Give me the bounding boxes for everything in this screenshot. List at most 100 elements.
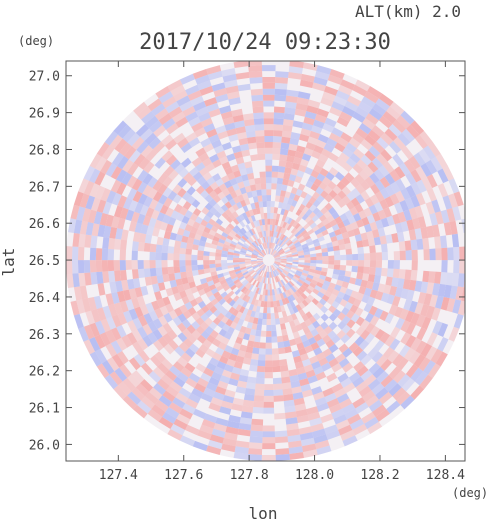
radar-cell [269,265,272,272]
radar-cell [158,113,173,126]
radar-cell [221,350,231,359]
radar-cell [244,314,251,322]
radar-cell [250,328,257,336]
radar-cell [247,340,255,348]
radar-cell [260,330,267,337]
radar-cell [420,281,429,294]
radar-cell [212,338,222,348]
radar-cell [270,271,274,278]
radar-cell [451,272,460,287]
radar-cell [321,362,332,372]
x-tick-label: 128.4 [426,468,465,483]
radar-cell [251,100,264,108]
radar-cell [277,341,285,349]
radar-cell [346,254,353,261]
radar-cell [273,130,283,137]
radar-cell [236,231,244,238]
radar-cell [313,241,321,248]
radar-cell [195,162,206,172]
radar-cell [152,339,164,352]
radar-cell [327,180,337,190]
radar-cell [250,88,263,96]
radar-cell [140,362,153,376]
radar-cell [400,288,409,300]
radar-cell [267,230,270,237]
radar-cell [250,298,256,306]
radar-cell [266,189,272,196]
radar-cell [207,280,215,287]
radar-cell [280,256,287,259]
radar-cell [281,202,288,210]
radar-cell [215,218,224,226]
radar-cell [172,397,186,409]
radar-cell [217,320,226,329]
radar-cell [141,396,155,410]
radar-cell [377,227,386,237]
radar-cell [317,236,325,242]
radar-cell [321,148,332,158]
radar-cell [372,366,385,379]
radar-cell [298,301,306,310]
radar-cell [262,243,266,250]
radar-cell [324,290,332,298]
radar-cell [170,423,186,436]
radar-cell [431,307,441,321]
radar-cell [260,225,264,232]
radar-cell [314,228,322,236]
radar-cell [136,213,146,225]
radar-cell [306,105,319,114]
radar-cell [255,183,262,191]
radar-cell [358,122,372,135]
radar-cell [427,141,441,157]
radar-cell [389,338,401,351]
radar-cell [262,431,276,438]
radar-cell [253,401,264,408]
radar-cell [246,266,253,270]
radar-cell [233,452,249,460]
radar-cell [125,299,135,311]
radar-cell [252,106,264,114]
radar-cell [131,136,145,150]
radar-cell [398,241,406,252]
radar-cell [115,280,123,293]
radar-cell [292,253,299,257]
radar-cell [281,298,287,306]
radar-cell [146,225,155,236]
radar-cell [293,156,302,165]
radar-cell [120,239,128,251]
radar-cell [260,270,265,277]
radar-cell [333,250,341,256]
radar-cell [213,366,225,376]
radar-cell [239,261,246,265]
radar-cell [228,97,241,106]
radar-cell [235,175,243,184]
radar-cell [249,364,258,372]
radar-cell [220,308,229,316]
radar-cell [246,309,253,317]
radar-cell [311,298,320,306]
radar-cell [242,113,254,121]
radar-cell [271,236,275,243]
radar-cell [215,386,227,395]
radar-cell [271,330,277,337]
radar-cell [244,260,251,262]
radar-cell [416,327,427,341]
radar-cell [96,271,104,284]
radar-cell [181,215,190,225]
radar-cell [273,270,277,277]
radar-cell [218,298,226,306]
radar-cell [111,152,125,167]
timestamp-title: 2017/10/24 09:23:30 [139,30,391,55]
radar-cell [122,289,132,301]
radar-cell [162,176,173,188]
radar-cell [447,247,454,261]
radar-cell [140,145,153,158]
radar-cell [99,332,111,347]
radar-cell [324,194,334,203]
radar-cell [216,285,224,292]
radar-cell [300,73,315,83]
radar-cell [367,274,376,283]
radar-cell [152,227,160,237]
radar-cell [355,194,365,204]
radar-cell [312,207,321,215]
